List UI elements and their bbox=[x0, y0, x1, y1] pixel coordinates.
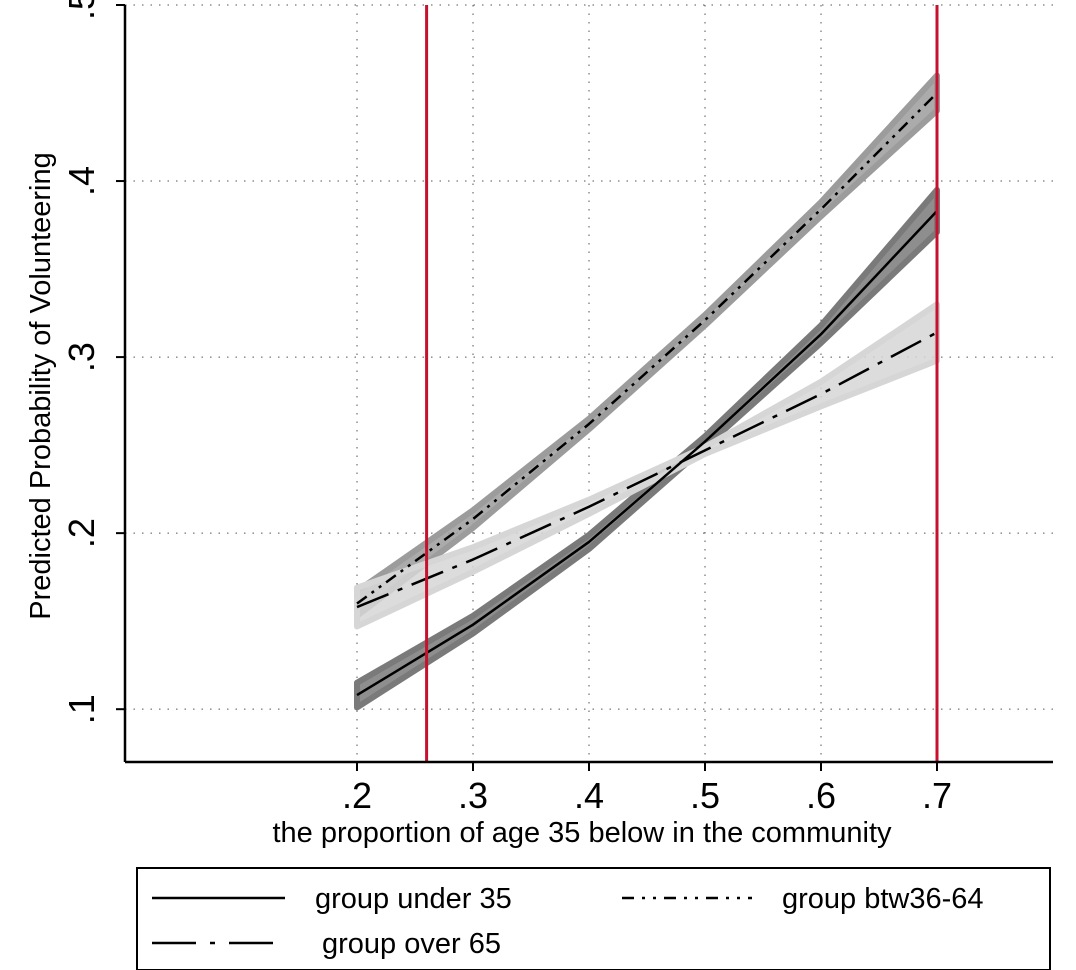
legend: group under 35 group btw36-64 group over… bbox=[136, 867, 1051, 970]
legend-label-group-under-35: group under 35 bbox=[315, 883, 512, 915]
y-tick-label: .1 bbox=[61, 694, 102, 724]
legend-label-group-over-65: group over 65 bbox=[322, 928, 501, 960]
x-tick-label: .7 bbox=[922, 775, 952, 816]
x-tick-label: .3 bbox=[458, 775, 488, 816]
legend-label-group-btw36-64: group btw36-64 bbox=[782, 883, 984, 915]
x-axis-title: the proportion of age 35 below in the co… bbox=[272, 817, 892, 849]
y-tick-label: .5 bbox=[61, 0, 102, 20]
y-tick-label: .4 bbox=[61, 166, 102, 196]
legend-box bbox=[136, 867, 1051, 970]
y-axis-title: Predicted Probability of Volunteering bbox=[25, 152, 57, 620]
series-line-group-btw36-64 bbox=[356, 92, 938, 605]
x-tick-label: .5 bbox=[690, 775, 720, 816]
x-tick-label: .6 bbox=[806, 775, 836, 816]
x-tick-label: .2 bbox=[342, 775, 372, 816]
y-tick-label: .2 bbox=[61, 518, 102, 548]
y-tick-label: .3 bbox=[61, 342, 102, 372]
series-line-group-over-65 bbox=[356, 331, 938, 609]
line-layer bbox=[356, 92, 938, 697]
tick-layer: .2 .3 .4 .5 .6 .7 .1 .2 .3 .4 .5 bbox=[61, 0, 952, 816]
x-tick-label: .4 bbox=[574, 775, 604, 816]
series-line-group-under-35 bbox=[356, 210, 938, 697]
reference-lines bbox=[425, 5, 939, 762]
